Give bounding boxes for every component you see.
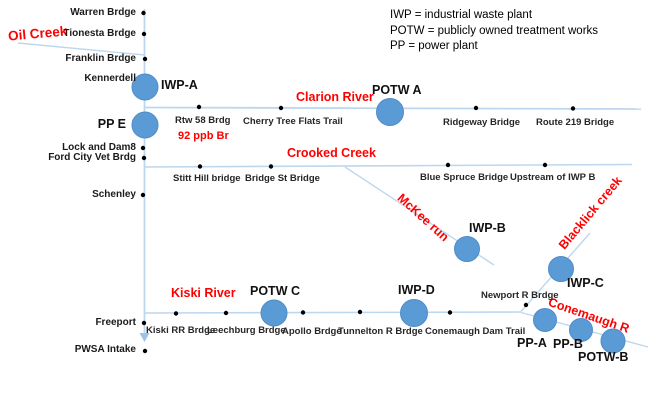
label-pwsa-intake: PWSA Intake [74,344,136,355]
facility-label-iwp-b: IWP-B [469,221,506,235]
dot-ford-city-vet-brdg [141,155,147,161]
dot-schenley [140,192,146,198]
dot-freeport [141,320,147,326]
facility-label-potw-c: POTW C [250,284,300,298]
label-ridgeway-bridge: Ridgeway Bridge [443,117,521,128]
node-iwp-a [131,73,159,101]
label-rtw-58-brdg: Rtw 58 Brdg [175,115,231,126]
facility-label-iwp-d: IWP-D [398,283,435,297]
node-iwp-d [400,299,428,327]
dot-tunnelton-r-brdge [357,309,363,315]
node-iwp-b [454,236,480,262]
label-cherry-tree-flats-trail: Cherry Tree Flats Trail [243,116,343,127]
node-potw-a [376,98,404,126]
label-schenley: Schenley [92,189,136,200]
label-lock-and-dam8: Lock and Dam8 [62,142,136,153]
facility-label-potw-a: POTW A [372,83,422,97]
dot-bridge-st-bridge [268,164,274,169]
facility-label-potw-b: POTW-B [578,350,629,364]
kiski-river-line [143,311,522,314]
node-pp-e [131,111,159,139]
dot-kiski-rr-brdge [173,311,179,316]
label-freeport: Freeport [95,317,136,328]
label-kiski-rr-brdge: Kiski RR Brdge [146,325,216,336]
label-route-219-bridge: Route 219 Bridge [536,117,615,128]
dot-cherry-tree-flats-trail [278,105,284,111]
label-tionesta-brdge: Tionesta Brdge [63,28,136,39]
oil-creek-line [17,42,146,56]
label-franklin-brdge: Franklin Brdge [65,53,136,64]
label-kennerdell: Kennerdell [84,73,136,84]
river-label-crooked-creek: Crooked Creek [287,146,376,160]
legend: IWP = industrial waste plant POTW = publ… [390,8,598,55]
dot-leechburg-brdge [223,310,229,316]
legend-pp: PP = power plant [390,40,478,52]
label-tunnelton-r-brdge: Tunnelton R Brdge [338,326,423,337]
dot-apollo-brdge [300,310,306,315]
label-upstream-of-iwp-b: Upstream of IWP B [510,172,596,183]
dot-tionesta-brdge [141,31,147,37]
dot-upstream-of-iwp-b [542,162,548,168]
label-blue-spruce-bridge: Blue Spruce Bridge [420,172,509,183]
dot-pwsa-intake [142,348,148,354]
dot-conemaugh-dam-trail [447,310,453,315]
facility-label-iwp-a: IWP-A [161,78,198,92]
label-ford-city-vet-brdg: Ford City Vet Brdg [48,152,136,163]
label-conemaugh-dam-trail: Conemaugh Dam Trail [425,326,526,337]
facility-label-pp-a: PP-A [517,336,547,350]
river-label-kiski-river: Kiski River [171,286,236,300]
label-warren-brdge: Warren Brdge [70,7,136,18]
label-leechburg-brdge: Leechburg Brdge [207,325,286,336]
label-bridge-st-bridge: Bridge St Bridge [245,173,320,184]
facility-label-pp-e: PP E [97,117,126,131]
dot-franklin-brdge [142,56,148,62]
crooked-creek-line [143,163,633,168]
legend-iwp: IWP = industrial waste plant [390,9,533,21]
dot-route-219-bridge [570,106,576,111]
facility-label-iwp-c: IWP-C [567,276,604,290]
dot-blue-spruce-bridge [445,162,451,168]
node-potw-c [260,299,288,327]
node-pp-a [533,308,557,332]
label-stitt-hill-bridge: Stitt Hill bridge [173,173,241,184]
label-newport-r-brdge: Newport R Brdge [481,290,559,301]
annotation-92-ppb-br: 92 ppb Br [178,130,229,142]
dot-rtw-58-brdg [196,104,202,110]
node-iwp-c [548,256,574,282]
legend-potw: POTW = publicly owned treatment works [390,24,599,37]
dot-lock-and-dam8 [140,145,146,151]
label-apollo-brdge: Apollo Brdge [282,326,342,337]
dot-warren-brdge [141,10,146,16]
facility-label-pp-b: PP-B [553,337,583,351]
dot-stitt-hill-bridge [197,164,203,169]
allegheny-flow-arrow-icon [139,333,150,342]
dot-newport-r-brdge [523,302,529,308]
node-pp-b [569,318,593,342]
node-potw-b [600,328,626,354]
dot-ridgeway-bridge [473,105,479,111]
river-label-clarion-river: Clarion River [296,90,374,104]
